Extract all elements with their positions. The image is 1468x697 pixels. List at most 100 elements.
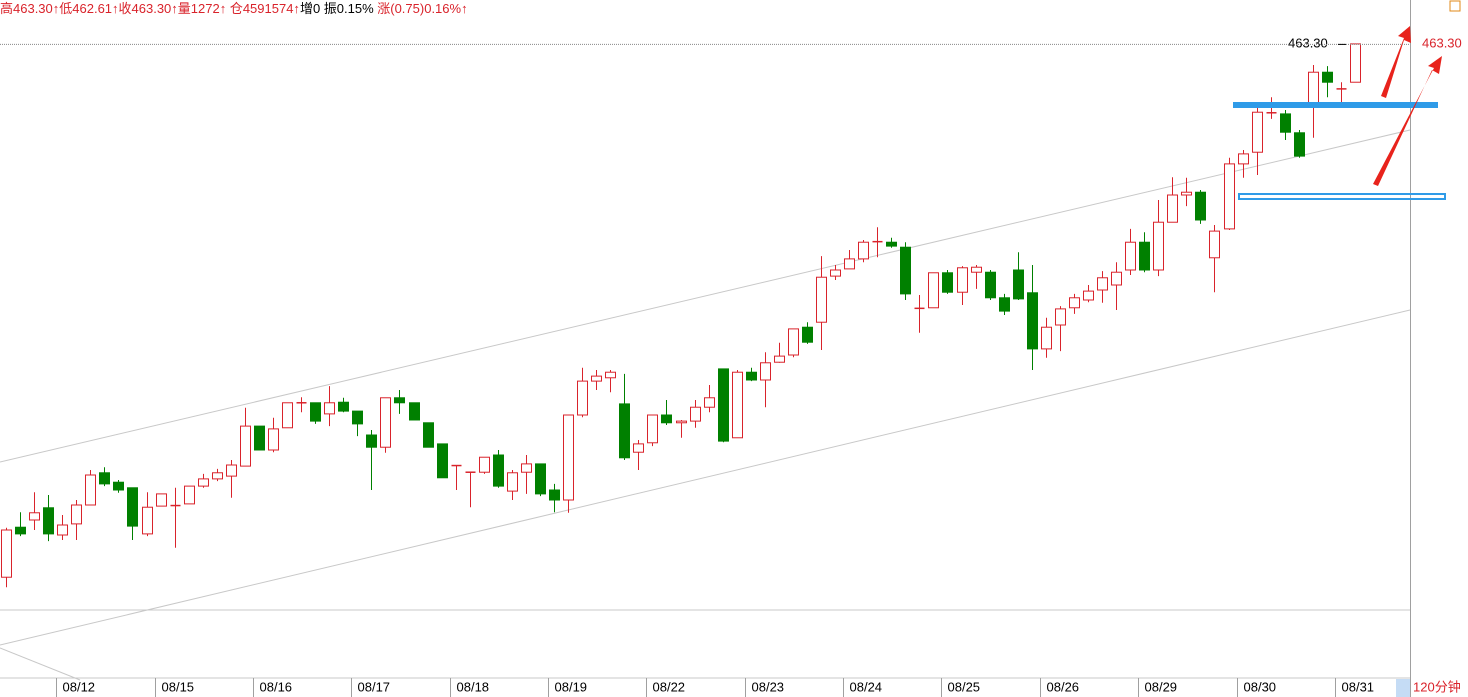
body [802,326,813,343]
body [774,355,785,363]
body [1322,71,1333,83]
body [661,414,672,424]
body [591,375,602,382]
body [43,507,54,535]
body [493,454,504,487]
body [156,493,167,507]
body [1209,230,1220,259]
body [85,474,96,506]
body [240,425,251,467]
window-icon[interactable] [1449,0,1461,12]
body [999,297,1010,312]
body [254,425,265,451]
body [928,272,939,309]
body [394,397,405,404]
channel-upper [0,129,1411,463]
x-tick-label: 08/25 [948,679,981,694]
body [577,380,588,416]
body [971,266,982,273]
x-tick-label: 08/30 [1244,679,1277,694]
body [746,371,757,381]
body [1308,71,1319,104]
body [437,443,448,479]
body [310,402,321,422]
body [1153,221,1164,271]
body [1139,241,1150,271]
arrow [1373,56,1442,186]
body [690,406,701,422]
x-tick-label: 08/18 [457,679,490,694]
body [788,328,799,356]
timeframe: 120分钟 [1413,679,1461,694]
body [198,478,209,487]
body [1238,153,1249,165]
body [212,472,223,480]
x-tick-label: 08/31 [1342,679,1375,694]
price-marker: 463.30 [1288,35,1328,50]
x-tick-label: 08/29 [1145,679,1178,694]
support-box [1238,193,1446,200]
body [844,258,855,270]
body [633,443,644,453]
price-label: 463.30 [1422,35,1462,50]
body [985,271,996,299]
body [563,414,574,501]
body [676,420,687,424]
body [1167,194,1178,223]
body [900,246,911,295]
body [409,402,420,421]
body [1111,271,1122,286]
channel-lower [0,309,1411,646]
body [718,368,729,442]
body [886,241,897,247]
body [1069,297,1080,309]
x-tick-label: 08/12 [63,679,96,694]
body [1083,290,1094,301]
body [1013,269,1024,300]
x-tick-label: 08/15 [162,679,195,694]
body [619,403,630,459]
x-tick-label: 08/17 [358,679,391,694]
body [816,276,827,323]
body [647,414,658,444]
body [29,512,40,521]
body [1125,241,1136,271]
body [1224,163,1235,230]
body [1350,43,1361,83]
arrow [1381,26,1411,98]
body [57,524,68,536]
body [282,402,293,429]
body [142,506,153,535]
body [549,489,560,501]
trend-line [0,647,81,681]
body [830,269,841,277]
body [113,481,124,491]
body [380,397,391,448]
body [1195,191,1206,221]
axis-highlight [1396,679,1410,697]
body [521,463,532,473]
body [1055,308,1066,326]
body [858,241,869,260]
body [184,485,195,505]
body [226,464,237,477]
body [1041,326,1052,350]
x-tick-label: 08/16 [260,679,293,694]
body [1027,292,1038,350]
body [268,428,279,451]
header: 高463.30↑低462.61↑收463.30↑量1272↑ 仓4591574↑… [0,1,468,16]
x-tick-label: 08/22 [653,679,686,694]
body [423,422,434,448]
body [732,371,743,439]
x-tick-label: 08/24 [850,679,883,694]
x-tick-label: 08/19 [555,679,588,694]
body [1294,132,1305,157]
body [71,504,82,525]
body [366,434,377,448]
header-segment: 增0 振0.15% [300,1,374,16]
body [507,472,518,492]
body [760,362,771,381]
body [942,272,953,293]
